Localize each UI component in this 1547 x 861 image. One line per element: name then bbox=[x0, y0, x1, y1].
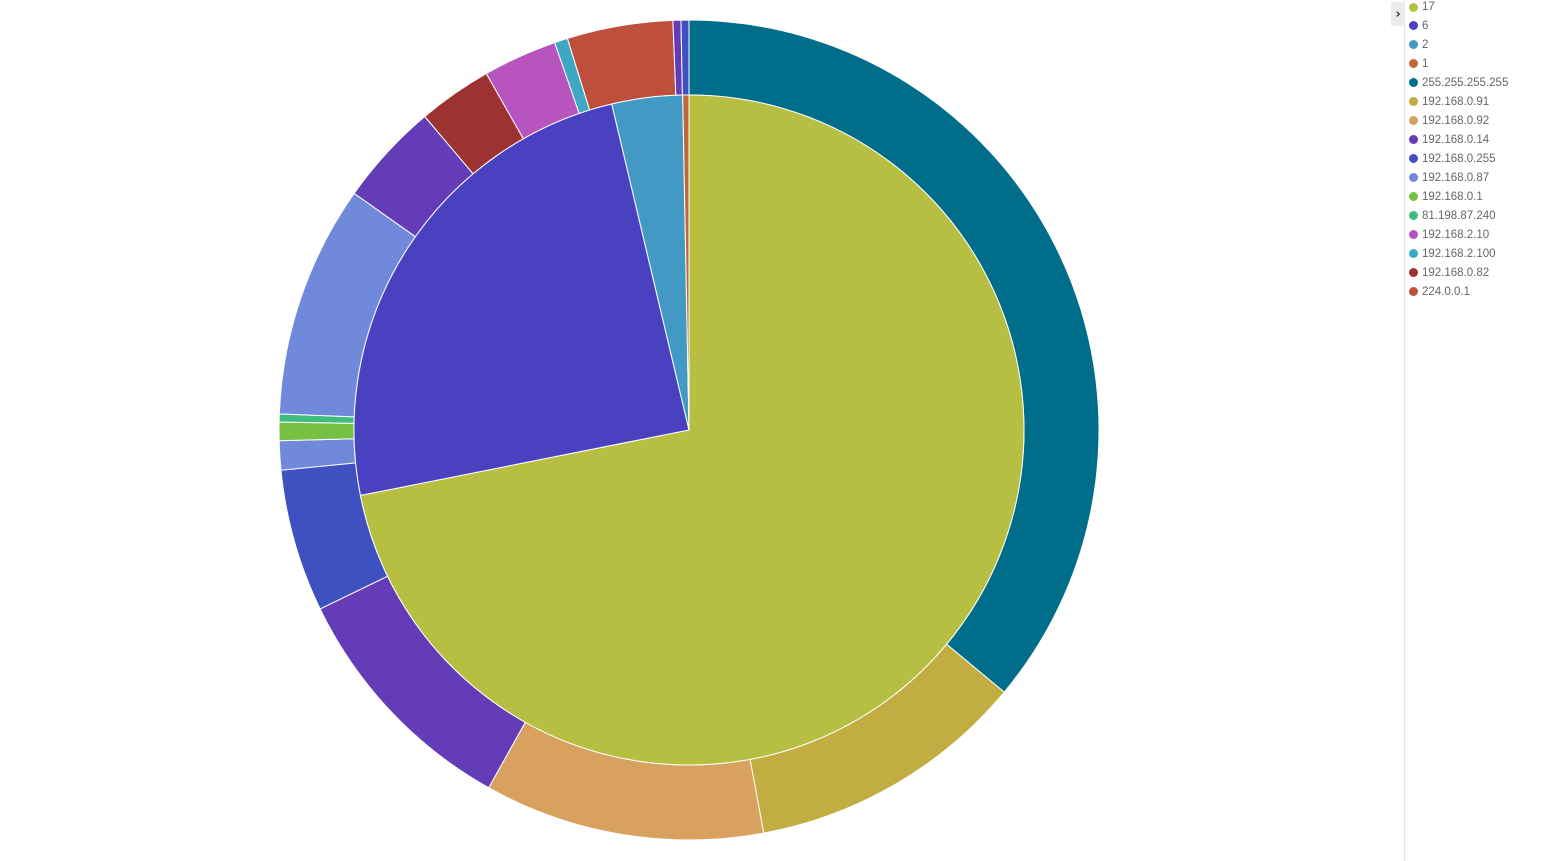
legend-swatch bbox=[1409, 97, 1418, 106]
legend-label: 192.168.0.82 bbox=[1422, 266, 1490, 279]
legend-swatch bbox=[1409, 40, 1418, 49]
legend-swatch bbox=[1409, 211, 1418, 220]
outer-slice-192-168-0-255-15[interactable]: 192.168.0.255 bbox=[680, 19, 690, 96]
legend-label: 192.168.0.91 bbox=[1422, 95, 1490, 108]
legend-swatch bbox=[1409, 116, 1418, 125]
legend-label: 1 bbox=[1422, 57, 1429, 70]
legend-item-2[interactable]: 2 bbox=[1409, 35, 1508, 54]
chevron-right-icon: › bbox=[1395, 6, 1401, 22]
legend-item-192-168-0-255[interactable]: 192.168.0.255 bbox=[1409, 149, 1508, 168]
legend-swatch bbox=[1409, 192, 1418, 201]
nested-pie-chart: 255.255.255.255192.168.0.91192.168.0.921… bbox=[278, 19, 1100, 841]
legend-item-192-168-0-91[interactable]: 192.168.0.91 bbox=[1409, 92, 1508, 111]
legend-item-81-198-87-240[interactable]: 81.198.87.240 bbox=[1409, 206, 1508, 225]
legend-label: 2 bbox=[1422, 38, 1429, 51]
legend-swatch bbox=[1409, 249, 1418, 258]
legend-swatch bbox=[1409, 59, 1418, 68]
legend-swatch bbox=[1409, 230, 1418, 239]
legend-item-255-255-255-255[interactable]: 255.255.255.255 bbox=[1409, 73, 1508, 92]
legend-label: 192.168.0.87 bbox=[1422, 171, 1490, 184]
legend-label: 255.255.255.255 bbox=[1422, 76, 1509, 89]
legend-item-192-168-0-87[interactable]: 192.168.0.87 bbox=[1409, 168, 1508, 187]
legend-toggle-button[interactable]: › bbox=[1391, 2, 1405, 26]
legend-label: 224.0.0.1 bbox=[1422, 285, 1470, 298]
legend-label: 17 bbox=[1422, 1, 1435, 13]
legend-item-1[interactable]: 1 bbox=[1409, 54, 1508, 73]
legend-swatch bbox=[1409, 173, 1418, 182]
legend-swatch bbox=[1409, 287, 1418, 296]
legend-item-192-168-2-10[interactable]: 192.168.2.10 bbox=[1409, 225, 1508, 244]
legend-swatch bbox=[1409, 135, 1418, 144]
legend-label: 192.168.0.14 bbox=[1422, 133, 1490, 146]
legend-item-224-0-0-1[interactable]: 224.0.0.1 bbox=[1409, 282, 1508, 301]
legend-label: 6 bbox=[1422, 19, 1429, 32]
outer-ring: 255.255.255.255192.168.0.91192.168.0.921… bbox=[278, 19, 1100, 841]
legend-swatch bbox=[1409, 268, 1418, 277]
legend: 17 6 2 1 255.255.255.255 192.168.0.91 192.168.… bbox=[1409, 0, 1508, 301]
legend-swatch bbox=[1409, 21, 1418, 30]
legend-panel: › 17 6 2 1 255.255.255.255 192.168.0.91 192.16… bbox=[1391, 0, 1547, 861]
legend-swatch bbox=[1409, 154, 1418, 163]
legend-swatch bbox=[1409, 3, 1418, 12]
legend-item-192-168-0-92[interactable]: 192.168.0.92 bbox=[1409, 111, 1508, 130]
outer-slice-192-168-0-1-6[interactable]: 192.168.0.1 bbox=[278, 421, 355, 442]
inner-slice-17-0[interactable]: 17 bbox=[359, 94, 1025, 766]
legend-item-192-168-0-82[interactable]: 192.168.0.82 bbox=[1409, 263, 1508, 282]
chart-area: 255.255.255.255192.168.0.91192.168.0.921… bbox=[278, 19, 1100, 841]
legend-label: 192.168.2.10 bbox=[1422, 228, 1490, 241]
legend-item-192-168-0-1[interactable]: 192.168.0.1 bbox=[1409, 187, 1508, 206]
legend-label: 192.168.0.92 bbox=[1422, 114, 1490, 127]
legend-label: 192.168.0.255 bbox=[1422, 152, 1496, 165]
inner-slice-1-3[interactable]: 1 bbox=[682, 94, 690, 431]
legend-item-6[interactable]: 6 bbox=[1409, 16, 1508, 35]
legend-label: 192.168.2.100 bbox=[1422, 247, 1496, 260]
legend-label: 81.198.87.240 bbox=[1422, 209, 1496, 222]
inner-slice-6-1[interactable]: 6 bbox=[353, 103, 690, 497]
legend-swatch bbox=[1409, 78, 1418, 87]
legend-item-192-168-0-14[interactable]: 192.168.0.14 bbox=[1409, 130, 1508, 149]
legend-item-192-168-2-100[interactable]: 192.168.2.100 bbox=[1409, 244, 1508, 263]
legend-label: 192.168.0.1 bbox=[1422, 190, 1483, 203]
legend-item-17[interactable]: 17 bbox=[1409, 0, 1508, 16]
